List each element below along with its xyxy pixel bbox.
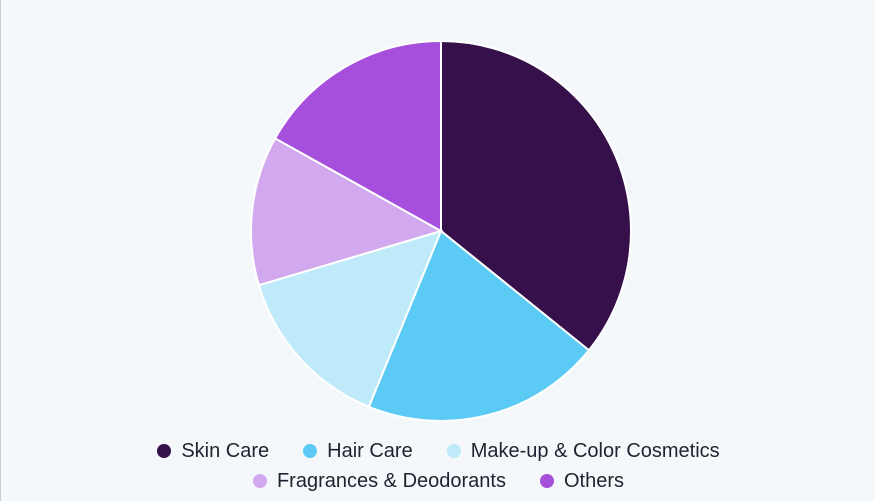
- legend-label-fragrances: Fragrances & Deodorants: [276, 469, 506, 492]
- legend-item-others: Others: [539, 469, 625, 493]
- legend-label-others: Others: [563, 469, 625, 492]
- pie-slice-skin-care: [440, 39, 632, 352]
- legend-swatch-others: [539, 474, 554, 488]
- pie-chart-area: [1, 0, 875, 440]
- legend-item-hair-care: Hair Care: [303, 440, 413, 463]
- chart-legend: Skin Care Hair Care Make-up & Color Cosm…: [1, 436, 875, 496]
- pie-slice-fragrances: [250, 137, 444, 287]
- legend-item-fragrances: Fragrances & Deodorants: [252, 469, 506, 493]
- legend-swatch-skin-care: [157, 444, 172, 458]
- pie-slice-others: [273, 39, 442, 233]
- legend-row-2: Fragrances & Deodorants Others: [1, 466, 875, 496]
- legend-label-hair-care: Hair Care: [327, 439, 413, 462]
- pie-slice-makeup: [257, 229, 443, 409]
- legend-item-makeup: Make-up & Color Cosmetics: [446, 439, 720, 463]
- legend-row-1: Skin Care Hair Care Make-up & Color Cosm…: [1, 436, 875, 466]
- pie-slice-hair-care: [367, 229, 591, 422]
- legend-label-skin-care: Skin Care: [181, 439, 270, 462]
- legend-swatch-fragrances: [252, 474, 267, 488]
- legend-swatch-makeup: [446, 444, 461, 458]
- legend-label-makeup: Make-up & Color Cosmetics: [470, 439, 720, 462]
- legend-item-skin-care: Skin Care: [157, 440, 269, 463]
- pie-chart: [250, 39, 632, 422]
- legend-swatch-hair-care: [303, 444, 318, 458]
